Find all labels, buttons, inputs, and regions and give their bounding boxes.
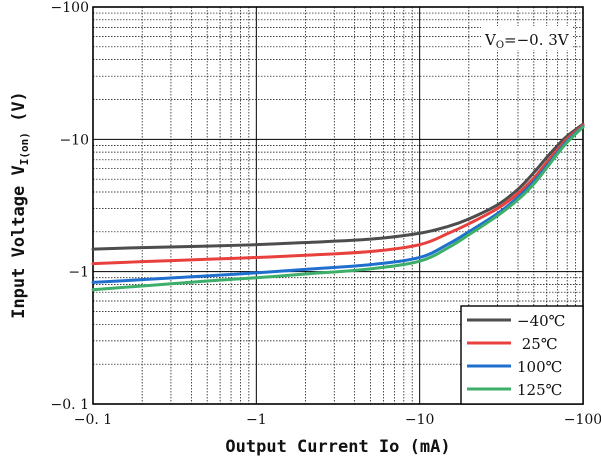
legend-label: −40℃ [517, 312, 565, 330]
x-axis-title: Output Current Io (mA) [225, 437, 450, 457]
x-tick-label: −1 [246, 412, 267, 428]
legend-label: 125℃ [517, 381, 562, 399]
annotation-prefix: V [484, 31, 497, 49]
annotation-suffix: =−0. 3V [504, 31, 570, 49]
y-axis-title-main: Input Voltage V [9, 165, 29, 319]
annotation-box [481, 26, 573, 50]
x-tick-label: −0. 1 [74, 412, 112, 428]
tick-labels: −0. 1 −1 −10 −100 −0. 1 −1 −10 −100 [51, 0, 601, 428]
y-tick-label: −100 [51, 0, 89, 16]
legend-label: 25℃ [517, 335, 558, 353]
x-tick-label: −10 [405, 412, 435, 428]
y-axis-title: Input Voltage VI(on) (V) [9, 91, 31, 319]
series-line-3 [91, 125, 585, 292]
series-line-0 [91, 122, 585, 251]
legend: −40℃ 25℃ 100℃ 125℃ [460, 305, 584, 405]
y-tick-label: −1 [68, 265, 89, 281]
x-tick-label: −100 [564, 412, 601, 428]
series-line-1 [91, 123, 585, 266]
plot-frame [92, 6, 584, 405]
y-tick-label: −0. 1 [51, 397, 89, 413]
legend-label: 100℃ [517, 358, 562, 376]
y-axis-title-unit: (V) [9, 91, 29, 132]
annotation: VO=−0. 3V [481, 26, 573, 51]
y-tick-label: −10 [59, 132, 89, 148]
series-layer [91, 122, 585, 292]
y-axis-title-subscript: I(on) [18, 132, 31, 165]
annotation-subscript: O [496, 40, 504, 51]
svg-text:VO=−0. 3V: VO=−0. 3V [484, 31, 570, 51]
